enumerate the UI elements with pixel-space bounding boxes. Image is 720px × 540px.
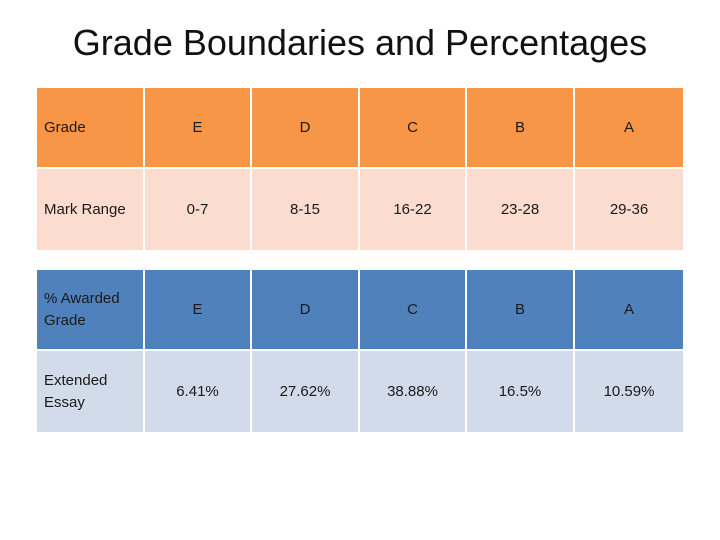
page-title: Grade Boundaries and Percentages — [72, 22, 648, 63]
header-cell-grade-d: D — [252, 88, 360, 169]
table-cell: 38.88% — [360, 351, 467, 432]
header-cell-grade-c: C — [360, 270, 467, 351]
table-cell: 27.62% — [252, 351, 360, 432]
row-header-awarded-grade: % Awarded Grade — [37, 270, 145, 351]
table-cell: 16-22 — [360, 169, 467, 250]
header-cell-grade-b: B — [467, 88, 575, 169]
header-cell-grade-d: D — [252, 270, 360, 351]
table-row: Extended Essay 6.41% 27.62% 38.88% 16.5%… — [37, 351, 683, 432]
percentages-table: % Awarded Grade E D C B A Extended Essay… — [37, 270, 683, 432]
header-cell-grade-a: A — [575, 88, 683, 169]
table-cell: 6.41% — [145, 351, 252, 432]
row-header-extended-essay: Extended Essay — [37, 351, 145, 432]
table-cell: 8-15 — [252, 169, 360, 250]
grade-boundaries-table: Grade E D C B A Mark Range 0-7 8-15 16-2… — [37, 88, 683, 250]
header-cell-grade-b: B — [467, 270, 575, 351]
table-row: Mark Range 0-7 8-15 16-22 23-28 29-36 — [37, 169, 683, 250]
header-cell-grade-c: C — [360, 88, 467, 169]
row-header-grade: Grade — [37, 88, 145, 169]
table-header-row: Grade E D C B A — [37, 88, 683, 169]
table-cell: 0-7 — [145, 169, 252, 250]
header-cell-grade-e: E — [145, 88, 252, 169]
table-cell: 23-28 — [467, 169, 575, 250]
table-cell: 16.5% — [467, 351, 575, 432]
table-cell: 10.59% — [575, 351, 683, 432]
header-cell-grade-e: E — [145, 270, 252, 351]
table-header-row: % Awarded Grade E D C B A — [37, 270, 683, 351]
row-header-mark-range: Mark Range — [37, 169, 145, 250]
table-cell: 29-36 — [575, 169, 683, 250]
header-cell-grade-a: A — [575, 270, 683, 351]
